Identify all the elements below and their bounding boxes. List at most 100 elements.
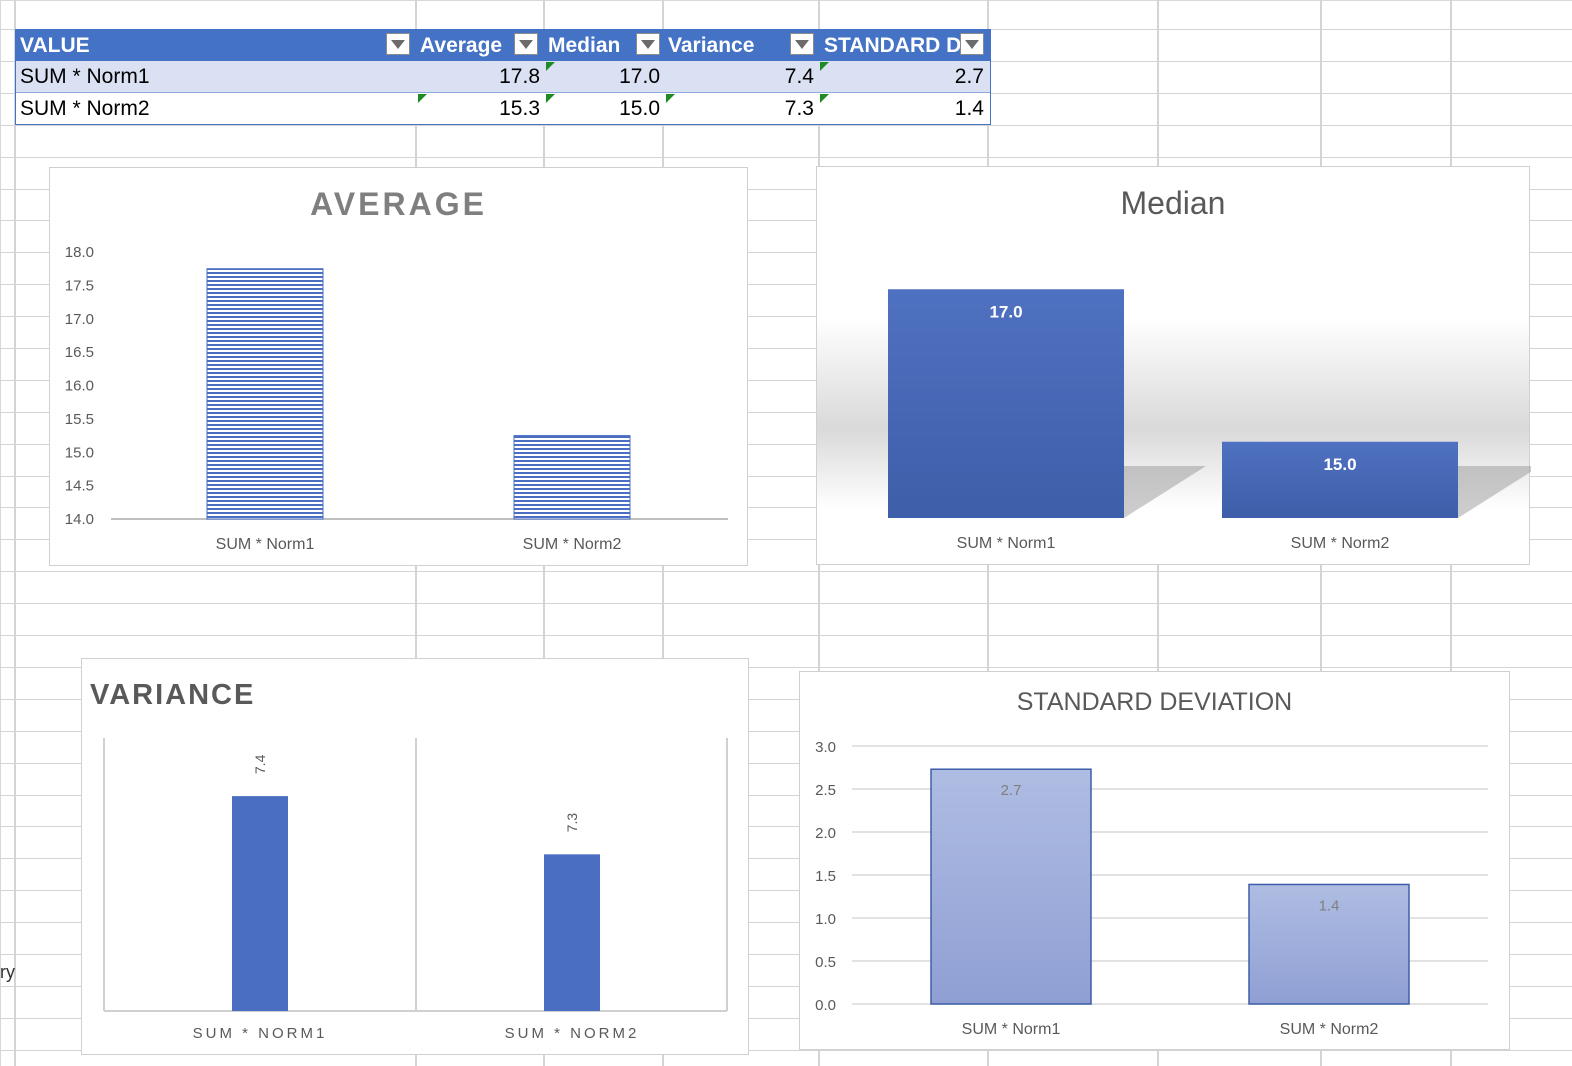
grid-row-line (0, 922, 1572, 923)
filter-dropdown-icon[interactable] (514, 33, 538, 55)
y-tick-label: 14.5 (65, 478, 94, 495)
grid-row-line (0, 795, 1572, 796)
grid-row-line (0, 571, 1572, 572)
y-tick-label: 3.0 (815, 739, 836, 756)
y-tick-label: 15.0 (65, 444, 94, 461)
grid-col-a (14, 0, 16, 1066)
cell-median[interactable]: 15.0 (619, 97, 660, 120)
data-label: 15.0 (1323, 455, 1356, 474)
grid-row-line (0, 157, 1572, 158)
variance-chart-title: VARIANCE (90, 679, 256, 711)
bar-shadow (1124, 466, 1206, 518)
error-indicator-icon (546, 94, 555, 103)
grid-row-line (0, 763, 1572, 764)
data-label: 2.7 (1001, 782, 1022, 799)
x-tick-label: SUM * Norm1 (216, 536, 315, 553)
grid-row-line (0, 667, 1572, 668)
y-tick-label: 0.5 (815, 954, 836, 971)
bar-1 (888, 289, 1124, 518)
grid-row-line (0, 444, 1572, 445)
x-tick-label: SUM * NORM2 (505, 1025, 640, 1042)
table-row[interactable]: SUM * Norm2 15.3 15.0 7.3 1.4 (16, 93, 990, 124)
filter-dropdown-icon[interactable] (386, 33, 410, 55)
header-average[interactable]: Average (420, 34, 503, 57)
cell-fragment-text: ry (0, 962, 15, 982)
filter-dropdown-icon[interactable] (960, 33, 984, 55)
grid-row-line (0, 284, 1572, 285)
table-header-row: VALUE Average Median Variance STANDARD D (16, 30, 990, 61)
header-value[interactable]: VALUE (20, 34, 90, 57)
x-tick-label: SUM * NORM1 (193, 1025, 328, 1042)
median-chart-title: Median (1120, 185, 1226, 221)
median-chart[interactable]: 17.0 SUM * Norm1 15.0 SUM * Norm2 Median (816, 166, 1531, 565)
filter-dropdown-icon[interactable] (790, 33, 814, 55)
grid-row-line (0, 603, 1572, 604)
data-label: 1.4 (1319, 897, 1340, 914)
y-tick-label: 17.5 (65, 277, 94, 294)
filter-dropdown-icon[interactable] (636, 33, 660, 55)
grid-row-line (0, 380, 1572, 381)
grid-row-line (0, 635, 1572, 636)
variance-chart-plot: 7.4 SUM * NORM1 7.3 SUM * NORM2 (103, 738, 728, 1042)
cell-variance[interactable]: 7.4 (784, 65, 814, 88)
grid-row-line (0, 954, 1572, 955)
y-tick-label: 16.5 (65, 344, 94, 361)
y-tick-label: 15.5 (65, 411, 94, 428)
cell-std[interactable]: 1.4 (954, 97, 984, 120)
cell-std[interactable]: 2.7 (954, 65, 984, 88)
header-standard-deviation[interactable]: STANDARD D (824, 34, 962, 57)
header-median[interactable]: Median (548, 34, 621, 57)
grid-row-line (0, 1018, 1572, 1019)
error-indicator-icon (546, 62, 555, 71)
grid-row-line (0, 699, 1572, 700)
std-chart-title: STANDARD DEVIATION (1016, 688, 1293, 716)
data-label: 17.0 (989, 302, 1022, 321)
grid-row-line (0, 507, 1572, 508)
grid-row-line (0, 890, 1572, 891)
y-tick-label: 16.0 (65, 378, 94, 395)
y-tick-label: 1.5 (815, 868, 836, 885)
data-label: 7.4 (252, 754, 268, 774)
grid-row-line (0, 125, 1572, 126)
stats-table: VALUE Average Median Variance STANDARD D… (15, 29, 991, 125)
error-indicator-icon (820, 62, 829, 71)
row-label[interactable]: SUM * Norm2 (20, 97, 150, 120)
y-tick-label: 18.0 (65, 244, 94, 261)
grid-row-line (0, 316, 1572, 317)
bar-2 (1222, 441, 1458, 518)
bar-2 (513, 435, 631, 520)
grid-row-line (0, 252, 1572, 253)
bar-2 (1248, 883, 1410, 1005)
grid-row-line (0, 539, 1572, 540)
bar-1 (206, 268, 324, 520)
grid-row-line (0, 220, 1572, 221)
cell-average[interactable]: 15.3 (499, 97, 540, 120)
average-chart-title: AVERAGE (310, 186, 487, 222)
row-label[interactable]: SUM * Norm1 (20, 65, 150, 88)
error-indicator-icon (666, 94, 675, 103)
cell-variance[interactable]: 7.3 (784, 97, 814, 120)
std-chart[interactable]: 3.0 2.5 2.0 1.5 1.0 0.5 0.0 2.7 SUM * Norm1 1.4 SU… (799, 671, 1510, 1050)
header-variance[interactable]: Variance (668, 34, 755, 57)
error-indicator-icon (418, 94, 427, 103)
x-tick-label: SUM * Norm1 (957, 535, 1056, 552)
x-tick-label: SUM * Norm1 (962, 1021, 1061, 1038)
variance-chart[interactable]: 7.4 SUM * NORM1 7.3 SUM * NORM2 VARIANCE (81, 658, 749, 1055)
x-tick-label: SUM * Norm2 (1291, 535, 1390, 552)
y-tick-label: 17.0 (65, 311, 94, 328)
bar-shadow (1458, 466, 1531, 518)
cell-median[interactable]: 17.0 (619, 65, 660, 88)
grid-row-line (0, 731, 1572, 732)
grid-row-line (0, 189, 1572, 190)
grid-row-line (0, 986, 1572, 987)
y-tick-label: 2.0 (815, 825, 836, 842)
x-tick-label: SUM * Norm2 (1280, 1021, 1379, 1038)
median-chart-plot: 17.0 SUM * Norm1 15.0 SUM * Norm2 (888, 289, 1531, 552)
grid-row-line (0, 858, 1572, 859)
cell-average[interactable]: 17.8 (499, 65, 540, 88)
table-row[interactable]: SUM * Norm1 17.8 17.0 7.4 2.7 (16, 61, 990, 93)
x-tick-label: SUM * Norm2 (523, 536, 622, 553)
y-tick-label: 2.5 (815, 782, 836, 799)
y-tick-label: 0.0 (815, 997, 836, 1014)
average-chart[interactable]: 18.0 17.5 17.0 16.5 16.0 15.5 15.0 14.5 14.0 SUM … (49, 167, 748, 566)
